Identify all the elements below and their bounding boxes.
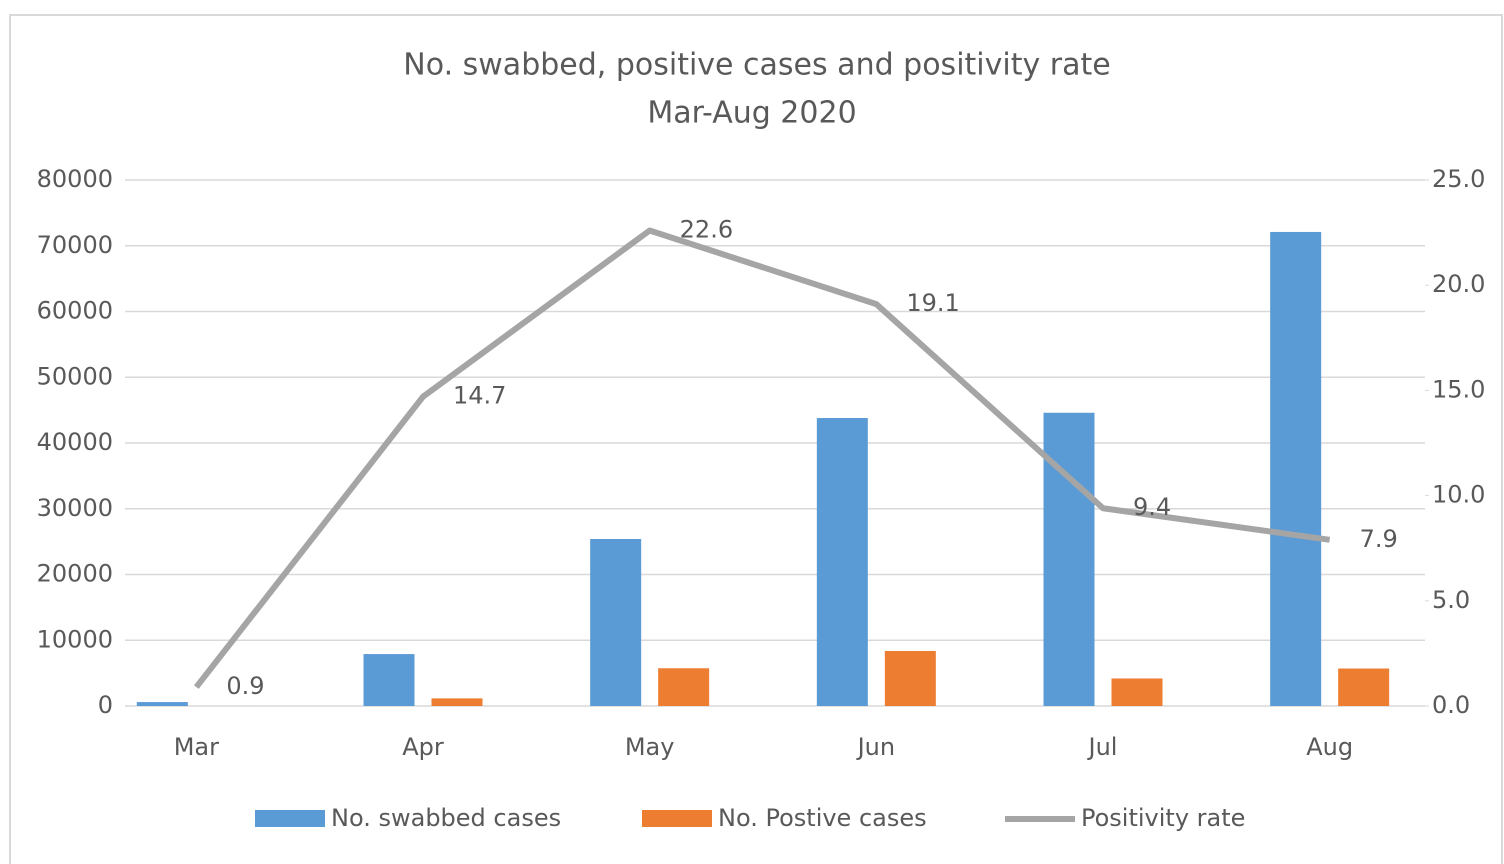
y-tick-label: 20000 xyxy=(37,560,113,588)
data-label: 19.1 xyxy=(906,289,959,317)
x-tick-label: Mar xyxy=(174,733,219,761)
legend-label: Positivity rate xyxy=(1081,804,1245,832)
bar xyxy=(590,538,642,706)
x-tick-label: May xyxy=(625,733,675,761)
y2-tick-label: 10.0 xyxy=(1432,481,1485,509)
bar xyxy=(1043,412,1095,706)
x-tick-label: Aug xyxy=(1306,733,1353,761)
y-tick-label: 10000 xyxy=(37,625,113,653)
y-tick-label: 0 xyxy=(98,691,113,719)
y-tick-label: 50000 xyxy=(37,362,113,390)
bar xyxy=(884,650,936,706)
bar xyxy=(816,418,868,706)
data-label: 7.9 xyxy=(1360,525,1398,553)
bar xyxy=(431,698,483,706)
line xyxy=(193,227,1331,689)
chart-subtitle: Mar-Aug 2020 xyxy=(647,96,856,131)
y-tick-label: 70000 xyxy=(37,231,113,259)
data-label: 14.7 xyxy=(453,382,506,410)
y-tick-label: 60000 xyxy=(37,297,113,325)
legend-label: No. swabbed cases xyxy=(331,804,561,832)
y-tick-label: 30000 xyxy=(37,494,113,522)
y2-tick-label: 20.0 xyxy=(1432,270,1485,298)
x-tick-label: Jun xyxy=(856,733,896,761)
legend-swatch xyxy=(642,810,712,827)
data-label: 9.4 xyxy=(1133,493,1171,521)
y2-tick-label: 15.0 xyxy=(1432,375,1485,403)
bar xyxy=(1111,678,1163,706)
bar xyxy=(363,654,415,706)
chart-frame xyxy=(9,14,1503,864)
bar xyxy=(1270,231,1322,706)
y2-tick-label: 0.0 xyxy=(1432,691,1470,719)
y2-tick-label: 5.0 xyxy=(1432,586,1470,614)
chart-title: No. swabbed, positive cases and positivi… xyxy=(403,48,1110,83)
data-label: 22.6 xyxy=(680,215,733,243)
bar xyxy=(136,702,188,706)
legend-label: No. Postive cases xyxy=(718,804,927,832)
y-tick-label: 80000 xyxy=(37,165,113,193)
y2-tick-label: 25.0 xyxy=(1432,165,1485,193)
x-tick-label: Apr xyxy=(402,733,444,761)
bar xyxy=(658,668,710,706)
x-tick-label: Jul xyxy=(1087,733,1118,761)
legend-swatch xyxy=(255,810,325,827)
y-tick-label: 40000 xyxy=(37,428,113,456)
data-label: 0.9 xyxy=(226,672,264,700)
bar xyxy=(1338,668,1390,706)
